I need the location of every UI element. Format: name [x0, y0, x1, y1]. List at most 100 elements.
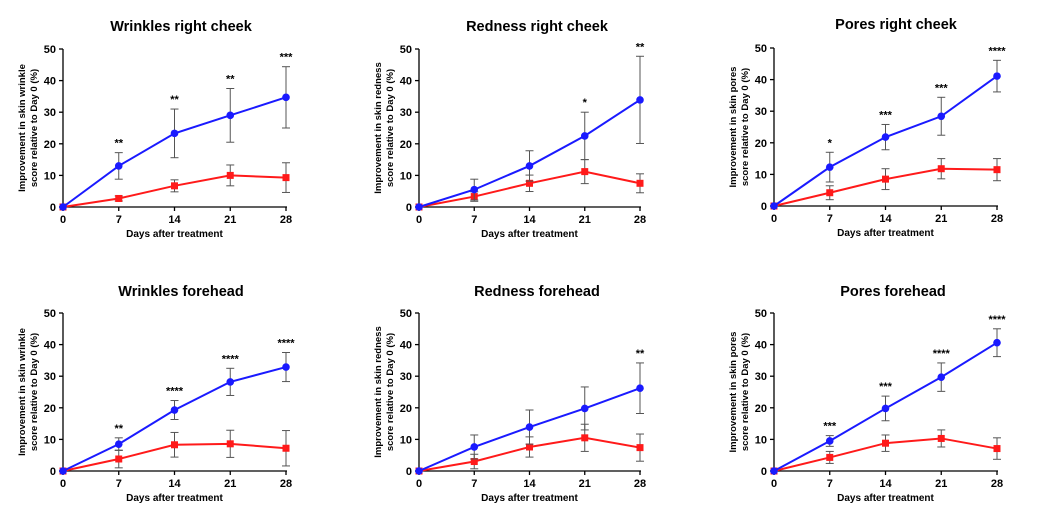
significance-label: **** — [933, 348, 951, 360]
y-tick-label: 20 — [400, 139, 412, 151]
data-point-treated — [825, 437, 834, 445]
y-tick-label: 10 — [400, 434, 412, 446]
data-point-treated — [993, 338, 1001, 347]
x-tick-label: 21 — [935, 478, 947, 490]
x-axis-label: Days after treatment — [481, 229, 578, 240]
data-point-treated — [59, 203, 67, 211]
y-tick-label: 40 — [400, 340, 412, 352]
y-tick-label: 0 — [50, 466, 56, 478]
x-tick-label: 7 — [116, 214, 122, 226]
data-point-treated — [114, 162, 123, 170]
data-point-control — [937, 434, 945, 442]
significance-label: * — [583, 97, 588, 109]
x-tick-label: 21 — [579, 478, 591, 490]
series-control — [59, 162, 290, 211]
chart-title: Wrinkles right cheek — [110, 19, 252, 35]
y-tick-label: 30 — [400, 371, 412, 383]
x-axis-label: Days after treatment — [481, 493, 578, 504]
data-point-treated — [470, 443, 479, 451]
data-point-control — [636, 444, 644, 452]
y-tick-label: 30 — [44, 107, 56, 119]
series-treated — [415, 55, 644, 211]
y-tick-label: 50 — [44, 308, 56, 320]
x-axis-label: Days after treatment — [126, 493, 223, 504]
series-treated — [770, 59, 1001, 210]
y-tick-label: 10 — [400, 170, 412, 182]
significance-label: ** — [114, 423, 123, 435]
data-point-treated — [282, 93, 290, 102]
y-tick-label: 20 — [44, 139, 56, 151]
data-point-control — [636, 179, 644, 187]
x-tick-label: 28 — [634, 214, 646, 226]
y-axis-label: score relative to Day 0 (%) — [29, 69, 40, 187]
significance-label: **** — [166, 386, 184, 398]
y-tick-label: 0 — [406, 202, 412, 214]
data-point-treated — [415, 203, 423, 211]
y-axis-label: Improvement in skin pores — [728, 67, 739, 188]
data-point-control — [937, 165, 945, 173]
significance-label: ** — [114, 138, 123, 150]
y-tick-label: 0 — [406, 466, 412, 478]
x-tick-label: 7 — [116, 478, 122, 490]
series-treated — [59, 66, 290, 211]
significance-label: * — [828, 137, 833, 149]
significance-label: **** — [988, 45, 1006, 57]
series-control — [770, 429, 1001, 475]
x-tick-label: 28 — [634, 478, 646, 490]
data-point-control — [526, 179, 533, 187]
y-tick-label: 50 — [755, 308, 767, 320]
x-tick-label: 14 — [523, 214, 536, 226]
data-point-control — [882, 439, 889, 447]
data-point-treated — [114, 440, 123, 448]
y-tick-label: 40 — [755, 340, 767, 352]
x-tick-label: 14 — [168, 478, 181, 490]
data-point-control — [282, 174, 290, 182]
y-tick-label: 20 — [755, 403, 767, 415]
data-point-control — [882, 175, 889, 183]
data-point-treated — [881, 404, 890, 413]
y-axis-label: Improvement in skin redness — [373, 62, 384, 193]
x-tick-label: 28 — [991, 478, 1003, 490]
significance-label: **** — [277, 338, 295, 350]
data-point-treated — [170, 406, 179, 414]
chart-panel-1: Wrinkles right cheek 0 10 20 30 40 50 0 7 14 21 28 D… — [17, 19, 293, 240]
data-point-treated — [525, 162, 534, 170]
data-point-treated — [170, 129, 179, 138]
x-tick-label: 21 — [224, 478, 236, 490]
data-point-control — [226, 440, 234, 448]
x-tick-label: 7 — [827, 213, 833, 225]
data-point-treated — [415, 467, 423, 475]
y-tick-label: 50 — [755, 43, 767, 55]
x-tick-label: 28 — [991, 213, 1003, 225]
y-tick-label: 20 — [400, 403, 412, 415]
y-tick-label: 30 — [400, 107, 412, 119]
data-point-control — [826, 189, 834, 197]
x-tick-label: 21 — [579, 214, 591, 226]
data-point-control — [826, 453, 834, 461]
data-point-treated — [937, 373, 946, 381]
y-tick-label: 0 — [50, 202, 56, 214]
data-point-control — [171, 182, 178, 190]
significance-label: ** — [226, 74, 235, 86]
data-point-treated — [770, 467, 778, 475]
x-tick-label: 7 — [827, 478, 833, 490]
data-point-treated — [825, 163, 834, 171]
chart-title: Wrinkles forehead — [118, 284, 243, 300]
data-point-control — [171, 441, 178, 449]
y-tick-label: 40 — [755, 75, 767, 87]
y-axis-label: score relative to Day 0 (%) — [740, 333, 751, 451]
data-point-control — [993, 166, 1001, 174]
series-control — [770, 158, 1001, 210]
series-control — [415, 423, 644, 475]
x-tick-label: 14 — [879, 213, 892, 225]
x-tick-label: 21 — [935, 213, 947, 225]
significance-label: *** — [879, 109, 893, 121]
data-point-treated — [282, 363, 290, 371]
data-point-treated — [770, 202, 778, 210]
x-axis-label: Days after treatment — [837, 228, 934, 239]
y-axis-label: score relative to Day 0 (%) — [740, 68, 751, 186]
y-tick-label: 30 — [44, 371, 56, 383]
y-tick-label: 10 — [755, 169, 767, 181]
series-treated — [415, 362, 644, 475]
x-tick-label: 28 — [280, 214, 292, 226]
